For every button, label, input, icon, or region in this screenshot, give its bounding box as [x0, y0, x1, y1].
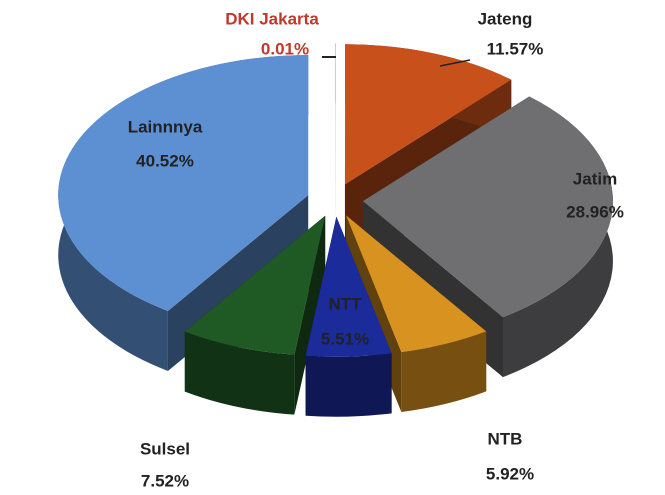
slice-value-label: 28.96%: [566, 202, 624, 221]
slice-label: DKI Jakarta: [225, 9, 319, 28]
slice-wall: [306, 353, 392, 416]
slice-value-label: 7.52%: [141, 471, 189, 490]
slice-value-label: 11.57%: [487, 39, 544, 58]
slice-value-label: 40.52%: [136, 151, 194, 170]
slice-label: Jatim: [573, 169, 617, 188]
slice-label: Jateng: [478, 9, 533, 28]
slice-label: Sulsel: [140, 439, 190, 458]
slice-value-label: 5.51%: [321, 329, 369, 348]
slice-label: Lainnnya: [128, 117, 203, 136]
slice-value-label: 0.01%: [261, 39, 309, 58]
slice-value-label: 5.92%: [486, 464, 534, 483]
slice-label: NTB: [488, 429, 523, 448]
slice-label: NTT: [328, 294, 362, 313]
